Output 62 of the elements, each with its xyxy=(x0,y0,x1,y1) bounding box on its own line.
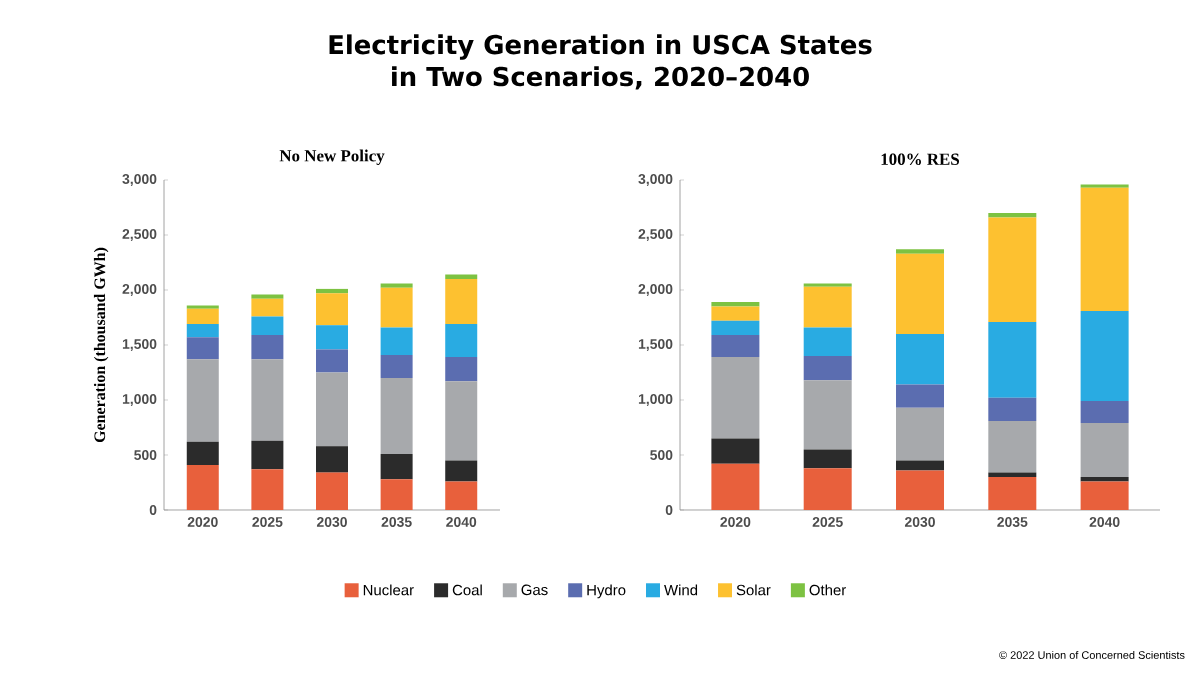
chart-subtitle: No New Policy xyxy=(279,149,385,166)
bar xyxy=(803,449,852,469)
bar xyxy=(1080,310,1129,402)
bar xyxy=(380,453,413,480)
bar xyxy=(251,359,284,441)
bar xyxy=(186,308,219,325)
bar xyxy=(988,217,1037,322)
bar xyxy=(711,320,760,336)
bar xyxy=(988,321,1037,398)
bar xyxy=(803,356,852,381)
bar xyxy=(380,287,413,328)
bar xyxy=(380,354,413,378)
bar xyxy=(251,469,284,510)
bar xyxy=(445,279,478,325)
bar xyxy=(896,470,945,510)
text: Electricity Generation in USCA States in Two Scenarios, 2020–2040 xyxy=(329,34,872,90)
bar xyxy=(445,481,478,510)
bar xyxy=(445,324,478,358)
bar xyxy=(803,468,852,510)
bar xyxy=(251,298,284,317)
chart-subtitle: 100% RES xyxy=(881,153,960,165)
bar xyxy=(896,334,945,385)
bar xyxy=(186,337,219,360)
bar xyxy=(711,306,760,321)
bar xyxy=(186,359,219,442)
bar xyxy=(316,472,348,510)
bar xyxy=(380,479,413,510)
bar xyxy=(711,335,760,358)
bar xyxy=(251,335,284,360)
bar xyxy=(316,446,348,473)
bar xyxy=(251,316,284,336)
bar xyxy=(316,349,348,373)
bar xyxy=(445,357,478,382)
bar xyxy=(988,397,1037,421)
bar xyxy=(445,381,478,461)
bar xyxy=(186,324,219,338)
bar xyxy=(316,293,348,326)
bar xyxy=(1080,481,1129,510)
bar xyxy=(711,438,760,464)
bar xyxy=(380,378,413,454)
bar xyxy=(316,325,348,350)
bar xyxy=(1080,187,1129,311)
bar xyxy=(1080,423,1129,477)
bar xyxy=(988,477,1037,510)
bar xyxy=(1080,401,1129,424)
bar xyxy=(896,460,945,471)
bar xyxy=(316,372,348,447)
bar xyxy=(896,407,945,461)
bar xyxy=(380,327,413,355)
bar xyxy=(896,384,945,408)
bar xyxy=(445,460,478,482)
bar xyxy=(186,464,219,510)
bar xyxy=(251,440,284,470)
bar xyxy=(711,357,760,439)
bar xyxy=(316,288,348,294)
bar xyxy=(803,327,852,356)
bar xyxy=(803,286,852,328)
bar xyxy=(186,441,219,465)
bar xyxy=(803,380,852,450)
bar xyxy=(896,253,945,334)
bar xyxy=(711,463,760,510)
bar xyxy=(988,420,1037,473)
